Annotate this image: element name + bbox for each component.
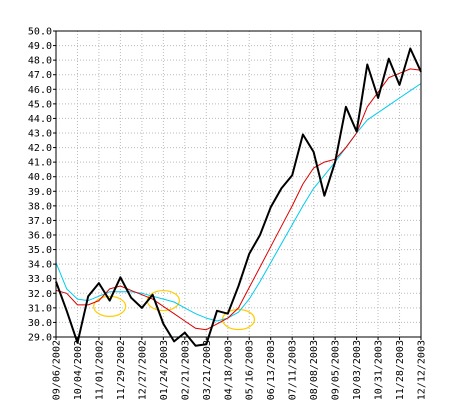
series-line-2 [55,83,422,322]
y-tick-label: 49.0 [28,41,52,52]
x-tick-label: 11/29/2002 [116,340,127,400]
y-tick-label: 32.0 [28,289,52,300]
grid [56,30,421,338]
x-tick-label: 03/21/2003 [202,340,213,400]
y-tick-label: 36.0 [28,231,52,242]
x-tick-label: 09/06/2002 [52,340,63,400]
y-tick-label: 43.0 [28,129,52,140]
plot-frame [55,30,422,338]
y-tick-label: 41.0 [28,158,52,169]
x-tick-label: 10/04/2002 [73,340,84,400]
x-tick-label: 08/08/2003 [309,340,320,400]
y-tick-label: 47.0 [28,70,52,81]
y-tick-label: 33.0 [28,274,52,285]
y-tick-label: 35.0 [28,245,52,256]
x-tick-label: 12/12/2003 [417,340,428,400]
x-tick-label: 10/31/2003 [374,340,385,400]
y-tick-label: 46.0 [28,85,52,96]
annotations [93,289,256,331]
y-tick-label: 44.0 [28,114,52,125]
x-tick-label: 05/16/2003 [245,340,256,400]
x-tick-label: 04/18/2003 [223,340,234,400]
x-tick-label: 11/01/2002 [94,340,105,400]
series-line-0 [55,47,422,347]
y-tick-label: 34.0 [28,260,52,271]
x-tick-label: 09/05/2003 [331,340,342,400]
y-tick-label: 42.0 [28,143,52,154]
y-tick-label: 37.0 [28,216,52,227]
y-tick-label: 45.0 [28,99,52,110]
y-tick-label: 30.0 [28,318,52,329]
y-tick-label: 48.0 [28,56,52,67]
x-tick-label: 10/03/2003 [352,340,363,400]
x-tick-label: 06/13/2003 [266,340,277,400]
series [55,47,422,347]
y-tick-label: 39.0 [28,187,52,198]
x-tick-label: 07/11/2003 [288,340,299,400]
y-tick-label: 29.0 [28,333,52,344]
y-tick-label: 38.0 [28,201,52,212]
x-tick-label: 01/24/2003 [159,340,170,400]
y-axis: 29.0 30.0 31.0 32.0 33.0 34.0 35.0 36.0 37.0 38.0… [28,27,56,344]
highlight-ellipse [93,295,127,317]
x-tick-label: 02/21/2003 [180,340,191,400]
y-tick-label: 40.0 [28,172,52,183]
x-tick-label: 11/28/2003 [395,340,406,400]
x-axis: 09/06/2002 10/04/2002 11/01/2002 11/29/2002… [52,337,428,400]
series-line-1 [55,68,422,331]
x-tick-label: 12/27/2002 [137,340,148,400]
y-tick-label: 50.0 [28,27,52,38]
y-tick-label: 31.0 [28,303,52,314]
